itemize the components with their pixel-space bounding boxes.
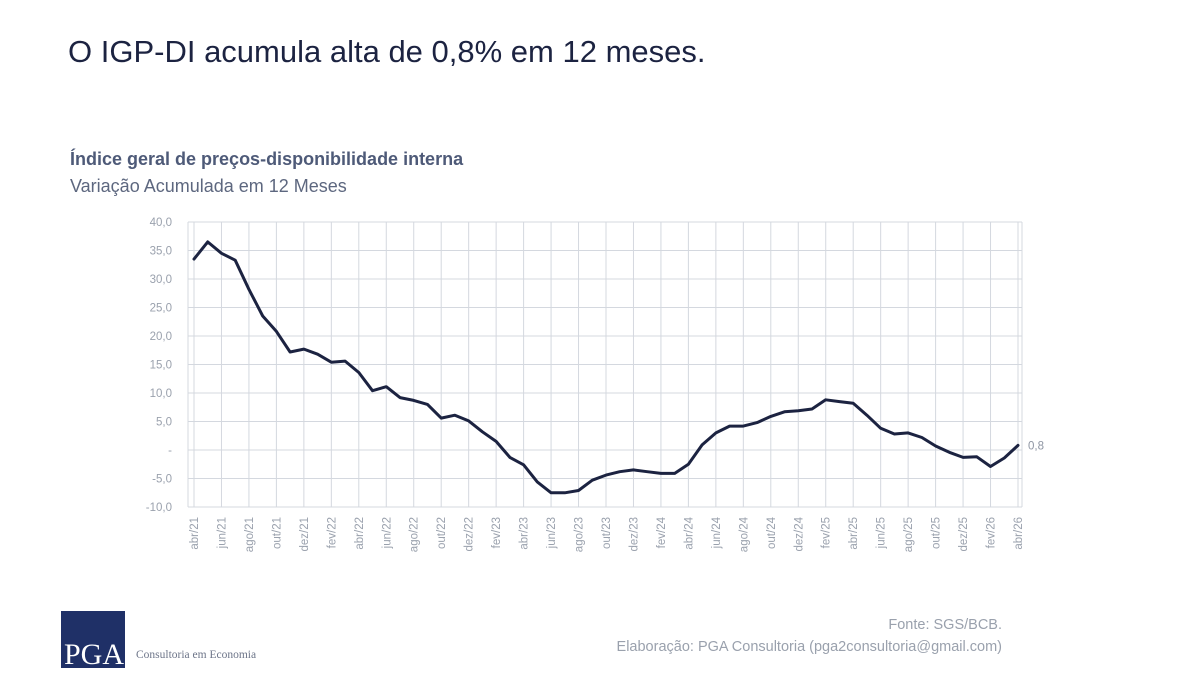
x-tick-label: fev/25 <box>821 517 833 548</box>
gridlines <box>187 221 1023 508</box>
x-tick-label: fev/22 <box>326 517 338 548</box>
x-tick-label: dez/24 <box>793 516 805 551</box>
x-tick-label: ago/22 <box>409 517 421 552</box>
last-value-label: 0,8 <box>1028 440 1044 452</box>
x-tick-label: abr/21 <box>189 517 201 550</box>
x-tick-label: fev/23 <box>491 517 503 548</box>
x-tick-label: jun/24 <box>711 516 723 549</box>
y-tick-label: 15,0 <box>150 360 172 372</box>
y-tick-label: 30,0 <box>150 274 172 286</box>
logo-tagline: Consultoria em Economia <box>136 649 257 661</box>
series-layer <box>192 240 1020 495</box>
source-note: Fonte: SGS/BCB. <box>888 617 1002 633</box>
x-tick-label: out/21 <box>271 517 283 549</box>
x-tick-label: fev/24 <box>656 516 668 548</box>
x-tick-label: abr/24 <box>683 516 695 549</box>
chart-subtitle: Variação Acumulada em 12 Meses <box>70 176 347 196</box>
y-axis-ticks: 40,0 35,0 30,0 25,0 20,0 15,0 10,0 5,0 - -5,0 -10,… <box>146 217 172 514</box>
logo-text: PGA <box>64 638 124 668</box>
y-tick-label: -10,0 <box>146 502 172 514</box>
x-tick-label: abr/23 <box>519 517 531 550</box>
x-tick-label: fev/26 <box>986 517 998 548</box>
y-tick-label: - <box>168 445 172 457</box>
x-tick-label: abr/22 <box>354 517 366 550</box>
y-tick-label: 40,0 <box>150 217 172 229</box>
chart-title: Índice geral de preços-disponibilidade i… <box>70 149 464 169</box>
x-tick-label: jun/23 <box>546 517 558 549</box>
x-tick-label: out/25 <box>931 517 943 549</box>
series-line <box>192 240 1020 495</box>
credit-note: Elaboração: PGA Consultoria (pga2consult… <box>616 639 1002 655</box>
x-tick-label: ago/23 <box>574 517 586 552</box>
y-tick-label: 20,0 <box>150 331 172 343</box>
x-tick-label: dez/22 <box>464 517 476 552</box>
x-tick-label: jun/22 <box>381 517 393 549</box>
x-tick-label: abr/25 <box>848 517 860 550</box>
x-tick-label: abr/26 <box>1013 517 1025 550</box>
y-tick-label: 10,0 <box>150 388 172 400</box>
x-axis-ticks: abr/21 jun/21 ago/21 out/21 dez/21 fev/22 abr/… <box>189 516 1025 552</box>
y-tick-label: 5,0 <box>156 417 172 429</box>
line-chart: 40,0 35,0 30,0 25,0 20,0 15,0 10,0 5,0 - -5,0 -10,… <box>146 217 1044 552</box>
pga-logo: PGA <box>61 611 125 668</box>
x-tick-label: out/22 <box>436 517 448 549</box>
y-tick-label: -5,0 <box>152 474 172 486</box>
y-tick-label: 35,0 <box>150 246 172 258</box>
x-tick-label: jun/21 <box>216 517 228 549</box>
x-tick-label: dez/23 <box>628 517 640 552</box>
y-tick-label: 25,0 <box>150 303 172 315</box>
x-tick-label: out/24 <box>766 516 778 549</box>
x-tick-label: ago/24 <box>738 516 750 552</box>
x-tick-label: jun/25 <box>876 517 888 549</box>
data-labels: 0,8 <box>1028 440 1044 452</box>
x-tick-label: out/23 <box>601 517 613 549</box>
x-tick-label: ago/25 <box>903 517 915 552</box>
x-tick-label: dez/21 <box>299 517 311 552</box>
logo-background <box>61 611 125 668</box>
x-tick-label: dez/25 <box>958 517 970 552</box>
slide-title: O IGP-DI acumula alta de 0,8% em 12 mese… <box>68 34 706 69</box>
x-tick-label: ago/21 <box>244 517 256 552</box>
